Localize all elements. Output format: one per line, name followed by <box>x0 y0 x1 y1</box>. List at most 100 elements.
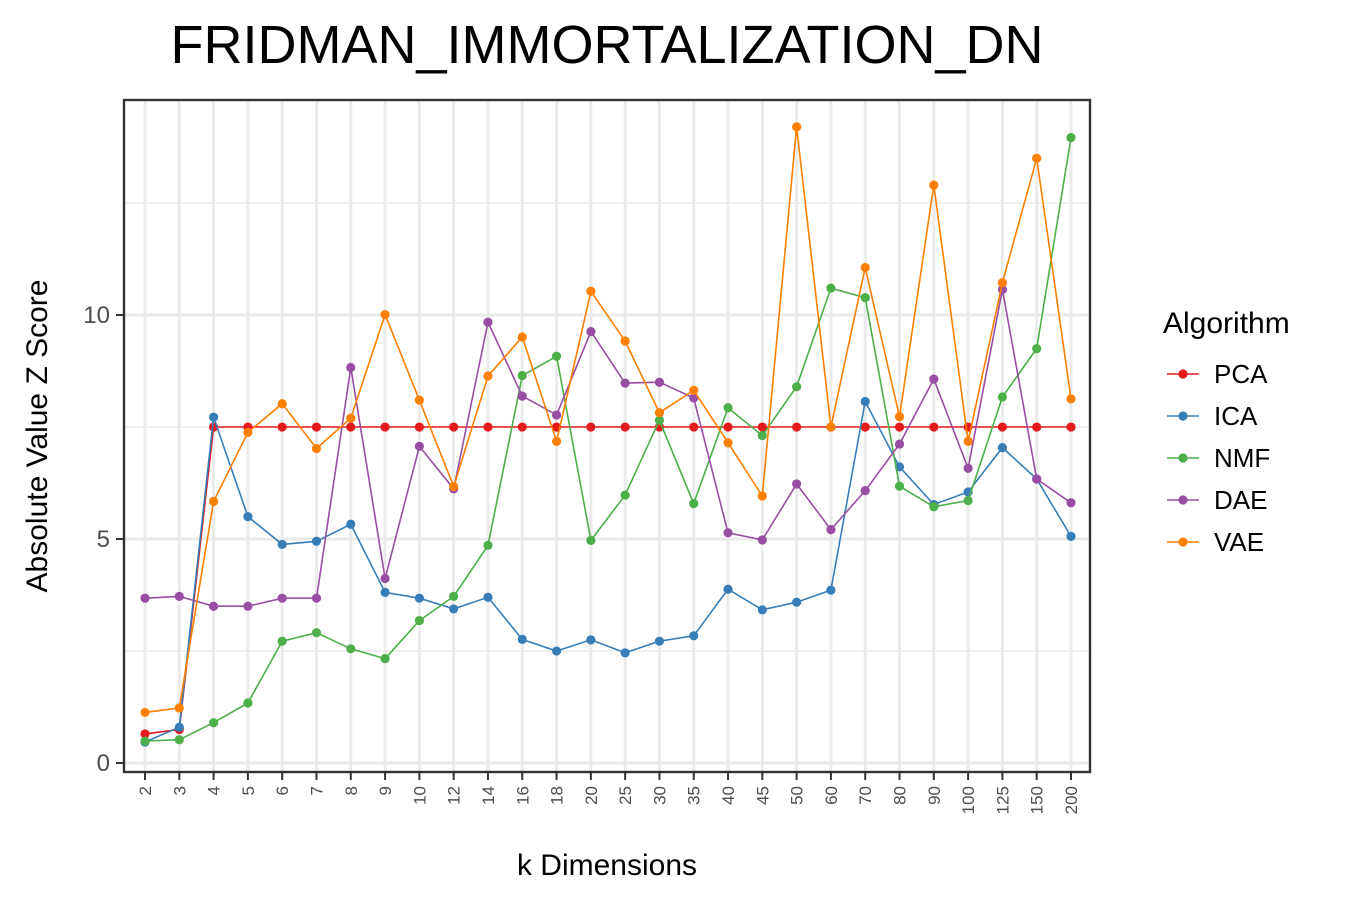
data-point <box>551 351 562 361</box>
data-point <box>894 422 905 432</box>
data-point <box>997 392 1008 402</box>
data-point <box>689 631 699 641</box>
data-point <box>689 499 699 509</box>
y-axis-title: Absolute Value Z Score <box>21 280 54 593</box>
data-point <box>414 422 424 432</box>
data-point <box>723 584 733 594</box>
legend-key-point <box>1178 453 1188 463</box>
data-point <box>826 525 836 535</box>
data-point <box>346 362 356 373</box>
data-point <box>483 422 493 432</box>
x-tick-label: 125 <box>993 786 1012 814</box>
legend-item-pca: PCA <box>1167 359 1268 389</box>
data-point <box>414 395 424 405</box>
x-axis-title: k Dimensions <box>517 849 697 882</box>
data-point <box>654 377 665 387</box>
data-point <box>517 422 527 432</box>
data-point <box>826 283 836 293</box>
data-point <box>929 422 939 432</box>
data-point <box>277 399 287 409</box>
data-point <box>963 436 973 446</box>
data-point <box>311 536 322 546</box>
x-tick-label: 10 <box>410 786 429 805</box>
legend-key-point <box>1178 537 1188 547</box>
data-point <box>860 292 870 303</box>
data-point <box>551 410 562 420</box>
series-nmf <box>140 133 1076 746</box>
data-point <box>929 180 939 190</box>
data-point <box>346 413 356 423</box>
data-point <box>277 422 287 432</box>
data-point <box>140 593 150 603</box>
data-point <box>929 374 939 384</box>
data-point <box>174 591 184 601</box>
data-point <box>243 427 253 438</box>
data-point <box>311 422 322 432</box>
data-point <box>963 463 973 473</box>
data-point <box>1066 133 1076 143</box>
legend-label: NMF <box>1214 443 1270 473</box>
data-point <box>620 336 630 346</box>
data-point <box>1032 474 1042 484</box>
data-point <box>380 587 390 597</box>
data-point <box>517 332 527 342</box>
data-point <box>894 439 905 449</box>
y-tick-label: 5 <box>97 526 110 553</box>
plot-background <box>124 100 1090 772</box>
data-point <box>586 422 596 432</box>
data-point <box>997 443 1008 453</box>
data-point <box>1066 394 1076 404</box>
data-point <box>792 479 802 489</box>
x-axis: 2 3 4 5 6 7 8 9 10 12 14 16 18 20 25 30 35 40 45 50 60 70 80 90… <box>136 772 1081 814</box>
x-tick-label: 12 <box>445 786 464 805</box>
x-tick-label: 6 <box>273 786 292 795</box>
data-point <box>414 615 424 626</box>
data-point <box>826 585 836 595</box>
series-layer <box>140 122 1076 747</box>
data-point <box>449 604 459 614</box>
data-point <box>140 736 150 746</box>
data-point <box>174 722 184 732</box>
x-tick-label: 35 <box>685 786 704 805</box>
data-point <box>243 698 253 708</box>
data-point <box>894 481 905 491</box>
data-point <box>1066 498 1076 508</box>
data-point <box>414 441 424 451</box>
data-point <box>963 495 973 506</box>
data-point <box>792 122 802 132</box>
data-point <box>860 422 870 432</box>
data-point <box>689 393 699 403</box>
data-point <box>620 378 630 388</box>
data-point <box>551 646 562 656</box>
data-point <box>654 408 665 418</box>
data-point <box>654 415 665 425</box>
x-tick-label: 80 <box>891 786 910 805</box>
x-tick-label: 25 <box>616 786 635 805</box>
legend-item-dae: DAE <box>1167 485 1267 515</box>
data-point <box>586 535 596 545</box>
data-point <box>689 385 699 395</box>
data-point <box>620 490 630 500</box>
legend-item-vae: VAE <box>1167 527 1264 557</box>
legend-item-ica: ICA <box>1167 401 1258 431</box>
data-point <box>1032 153 1042 163</box>
data-point <box>449 591 459 601</box>
legend-key-point <box>1178 411 1188 421</box>
data-point <box>792 382 802 392</box>
data-point <box>620 648 630 658</box>
data-point <box>1066 531 1076 541</box>
x-tick-label: 20 <box>582 786 601 805</box>
legend-label: DAE <box>1214 485 1267 515</box>
x-tick-label: 4 <box>205 786 224 795</box>
data-point <box>277 539 287 550</box>
x-tick-label: 30 <box>650 786 669 805</box>
grid <box>124 100 1090 772</box>
legend-label: PCA <box>1214 359 1268 389</box>
x-tick-label: 40 <box>719 786 738 805</box>
legend-key-point <box>1178 369 1188 379</box>
chart-title: FRIDMAN_IMMORTALIZATION_DN <box>170 15 1043 75</box>
data-point <box>414 593 424 603</box>
y-axis: 0 5 10 <box>83 302 124 777</box>
data-point <box>380 654 390 664</box>
